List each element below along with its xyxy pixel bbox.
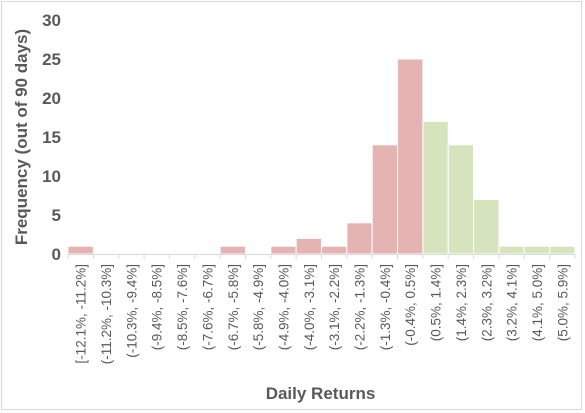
histogram-bar bbox=[67, 245, 94, 255]
histogram-bar bbox=[346, 222, 373, 255]
histogram-bar bbox=[549, 245, 576, 255]
histogram-bar bbox=[321, 245, 348, 255]
x-category-label: (-9.4%, -8.5%] bbox=[150, 264, 165, 350]
histogram-bar bbox=[371, 144, 399, 255]
y-tick-label: 25 bbox=[42, 50, 61, 69]
x-category-label: (2.3%, 3.2%] bbox=[479, 264, 494, 341]
y-tick-label: 0 bbox=[52, 245, 61, 264]
x-category-label: (-11.2%, -10.3%] bbox=[99, 264, 114, 364]
x-category-label: [-12.1%, -11.2%] bbox=[74, 264, 89, 364]
histogram-bar bbox=[422, 120, 449, 255]
histogram-bar bbox=[397, 58, 424, 255]
y-tick-label: 20 bbox=[42, 89, 61, 108]
x-category-label: (0.5%, 1.4%] bbox=[429, 264, 444, 341]
y-tick-label: 10 bbox=[42, 167, 61, 186]
y-tick-label: 30 bbox=[42, 11, 61, 30]
x-category-label: (1.4%, 2.3%] bbox=[454, 264, 469, 341]
x-category-label: (3.2%, 4.1%] bbox=[505, 264, 520, 341]
x-category-label: (-5.8%, -4.9%] bbox=[251, 264, 266, 350]
x-category-label: (-1.3%, -0.4%] bbox=[378, 264, 393, 350]
x-category-label: (-3.1%, -2.2%] bbox=[327, 264, 342, 350]
x-category-label: (-4.0%, -3.1%] bbox=[302, 264, 317, 350]
histogram-bar bbox=[498, 245, 525, 255]
x-category-label: (-6.7%, -5.8%] bbox=[226, 264, 241, 350]
x-category-label: (-8.5%, -7.6%] bbox=[175, 264, 190, 350]
histogram-bar bbox=[523, 245, 551, 255]
y-tick-label: 5 bbox=[52, 206, 61, 225]
x-category-label: (-2.2%, -1.3%] bbox=[353, 264, 368, 350]
x-category-label: (-0.4%, 0.5%] bbox=[403, 264, 418, 346]
y-axis-title: Frequency (out of 90 days) bbox=[12, 29, 31, 245]
x-category-label: (-4.9%, -4.0%] bbox=[276, 264, 291, 350]
histogram-bar bbox=[270, 245, 297, 255]
x-category-label: (-7.6%, -6.7%] bbox=[200, 264, 215, 350]
histogram-bar bbox=[473, 198, 500, 255]
x-category-label: (4.1%, 5.0%] bbox=[530, 264, 545, 341]
bars bbox=[67, 58, 576, 255]
y-tick-label: 15 bbox=[42, 128, 61, 147]
y-axis-ticks: 0 5 10 15 20 25 30 bbox=[42, 11, 61, 264]
histogram-bar bbox=[447, 144, 475, 255]
x-category-label: (5.0%, 5.9%] bbox=[555, 264, 570, 341]
x-category-label: (-10.3%, -9.4%] bbox=[124, 264, 139, 358]
histogram-bar bbox=[295, 237, 322, 255]
x-axis-title: Daily Returns bbox=[266, 384, 376, 403]
x-axis-ticks: [-12.1%, -11.2%] (-11.2%, -10.3%] (-10.3%,… bbox=[67, 254, 576, 364]
histogram-bar bbox=[219, 245, 246, 255]
